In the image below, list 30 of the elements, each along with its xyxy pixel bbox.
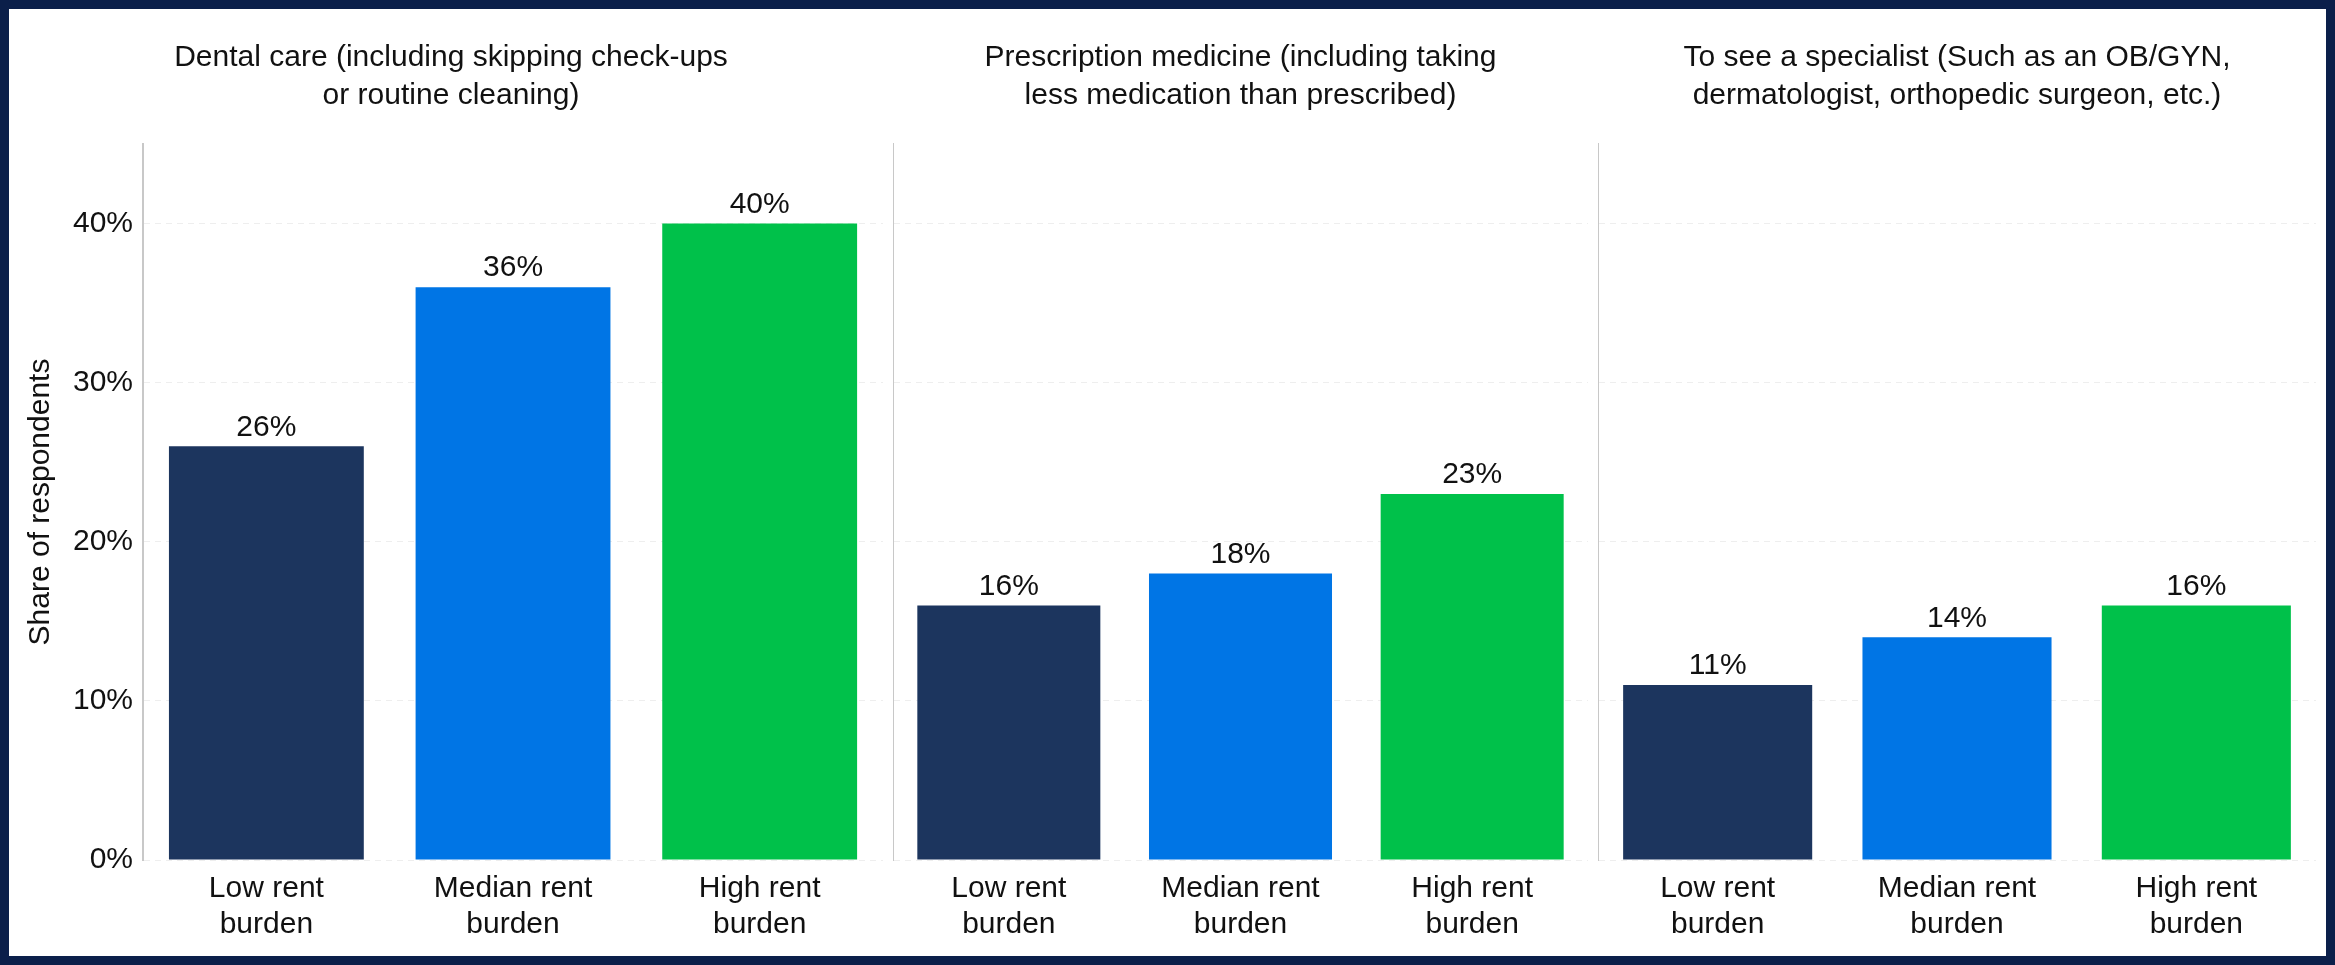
x-tick-label: Median rent burden [1161,870,1321,940]
bar [168,446,364,860]
data-label: 40% [729,185,790,219]
y-tick-label: 20% [73,523,134,557]
bar [662,223,858,860]
x-tick-label: Low rent burden [1660,870,1776,940]
x-tick-label: Median rent burden [433,870,593,940]
x-tick-label: High rent burden [1411,870,1534,940]
chart-title: Dental care (including skipping check-ups or routine cleaning) [174,39,728,110]
bar [415,287,611,860]
y-tick-label: 0% [89,841,134,875]
x-tick-label: High rent burden [2135,870,2258,940]
y-tick-label: 30% [73,363,134,397]
x-tick-label: Low rent burden [208,870,325,940]
data-label: 36% [483,249,544,283]
x-tick-label: High rent burden [698,870,822,940]
data-label: 18% [1210,535,1271,569]
x-tick-label: Median rent burden [1877,870,2037,940]
data-label: 14% [1926,599,1988,633]
data-label: 26% [236,408,297,442]
data-label: 11% [1688,647,1747,681]
data-label: 16% [978,567,1039,601]
y-tick-label: 40% [73,204,134,238]
y-tick-label: 10% [73,682,134,716]
chart-title: To see a specialist (Such as an OB/GYN, dermatologist, orthopedic surgeon, etc.) [1683,39,2231,110]
chart-title: Prescription medicine (including taking less medication than prescribed) [984,39,1497,110]
data-label: 23% [1442,456,1503,490]
data-label: 16% [2166,567,2227,601]
y-axis-title: Share of respondents [22,358,56,646]
x-tick-label: Low rent burden [951,870,1068,940]
